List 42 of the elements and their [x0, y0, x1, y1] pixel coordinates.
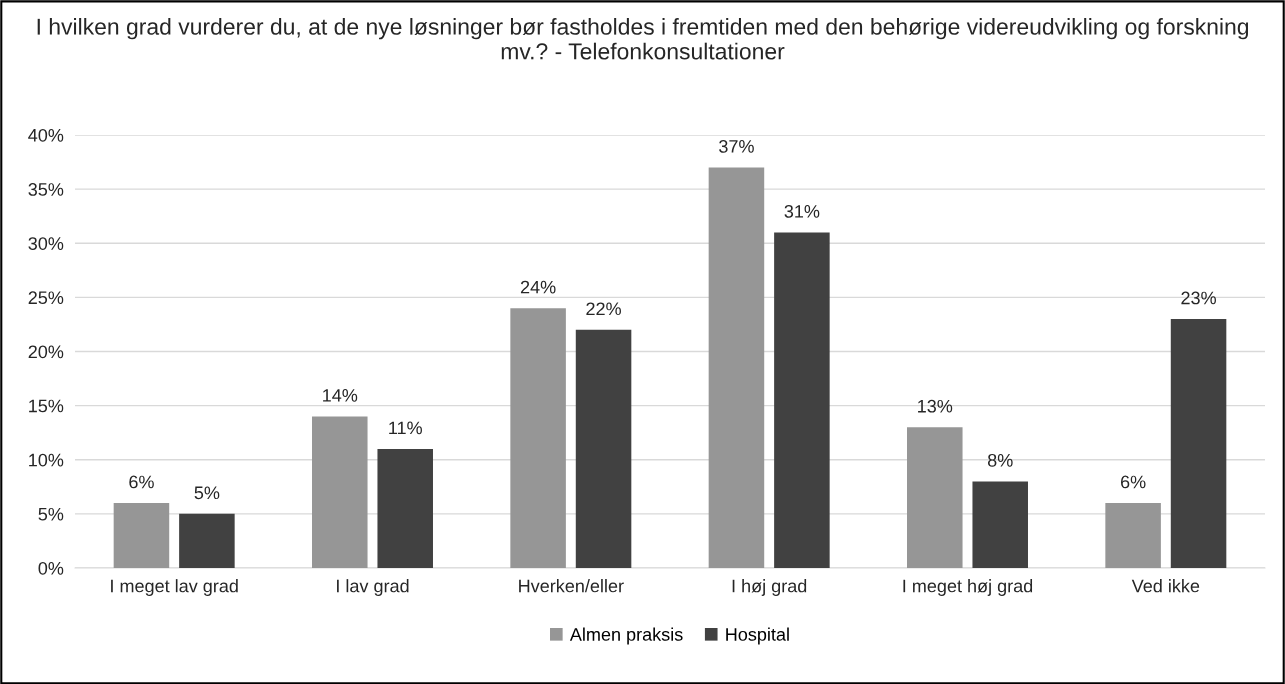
- x-tick-label: I meget lav grad: [111, 579, 238, 596]
- bar: [774, 232, 830, 568]
- y-tick-label: 35%: [28, 183, 64, 196]
- bar: [575, 329, 632, 568]
- bar: [972, 481, 1028, 568]
- y-tick-label: 20%: [28, 345, 64, 359]
- y-tick-label: 10%: [29, 453, 64, 467]
- bar: [312, 416, 368, 568]
- bar: [907, 427, 963, 568]
- bar: [1105, 503, 1161, 568]
- data-label: 6%: [129, 475, 154, 489]
- y-tick-label: 5%: [38, 507, 64, 521]
- data-label: 31%: [784, 204, 820, 218]
- x-tick-label: I meget høj grad: [903, 579, 1033, 596]
- data-label: 14%: [323, 389, 358, 402]
- data-label: 13%: [918, 399, 953, 413]
- data-label: 22%: [586, 302, 621, 316]
- data-label: 8%: [987, 453, 1013, 467]
- legend-label: Hospital: [726, 627, 789, 645]
- x-tick-label: I lav grad: [337, 579, 409, 596]
- data-label: 6%: [1120, 475, 1146, 489]
- bar: [113, 503, 170, 568]
- bar: [510, 308, 566, 568]
- x-tick-label: Ved ikke: [1131, 579, 1200, 593]
- y-tick-label: 30%: [28, 237, 64, 250]
- data-label: 37%: [719, 140, 754, 153]
- bar: [708, 167, 765, 568]
- bar: [179, 513, 235, 568]
- y-tick-label: 25%: [28, 291, 64, 305]
- chart-title: I hvilken grad vurderer du, at de nye løsninger bør fastholdes i fremtiden med den behørige videreudvikling og forskning mv.? - Telefonkonsultationer: [37, 18, 1249, 60]
- x-tick-label: I høj grad: [732, 579, 807, 596]
- data-label: 24%: [520, 280, 556, 294]
- legend-label: Almen praksis: [569, 627, 683, 645]
- bar: [1170, 319, 1227, 568]
- y-tick-label: 0%: [38, 561, 64, 575]
- y-tick-label: 15%: [29, 399, 64, 413]
- bar: [377, 448, 433, 568]
- data-label: 5%: [194, 486, 220, 500]
- data-label: 23%: [1181, 291, 1216, 305]
- x-tick-label: Hverken/eller: [519, 579, 624, 593]
- y-tick-label: 40%: [28, 128, 64, 142]
- data-label: 11%: [389, 421, 422, 435]
